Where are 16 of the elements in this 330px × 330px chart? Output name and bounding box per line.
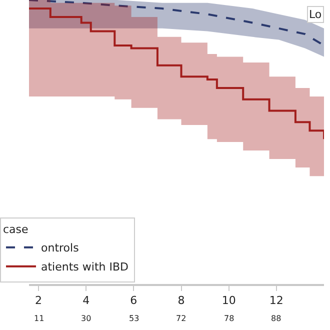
annotation: Lo [309, 8, 322, 21]
text: 78 [224, 314, 234, 323]
legend-label: ontrols [41, 242, 80, 255]
text: 53 [129, 314, 140, 323]
text: 11 [34, 314, 44, 323]
text: 88 [271, 314, 282, 323]
legend-label: atients with IBD [41, 260, 128, 274]
x-tick-label: 6 [130, 294, 138, 308]
x-tick-label: 4 [82, 294, 90, 308]
x-tick-label: 8 [178, 294, 185, 308]
x-tick-label: 2 [35, 294, 42, 308]
x-tick-label: 10 [222, 294, 236, 308]
text: 30 [81, 314, 92, 323]
x-tick-label: 12 [269, 294, 284, 308]
text: 72 [176, 314, 186, 323]
legend-title: case [3, 222, 29, 236]
